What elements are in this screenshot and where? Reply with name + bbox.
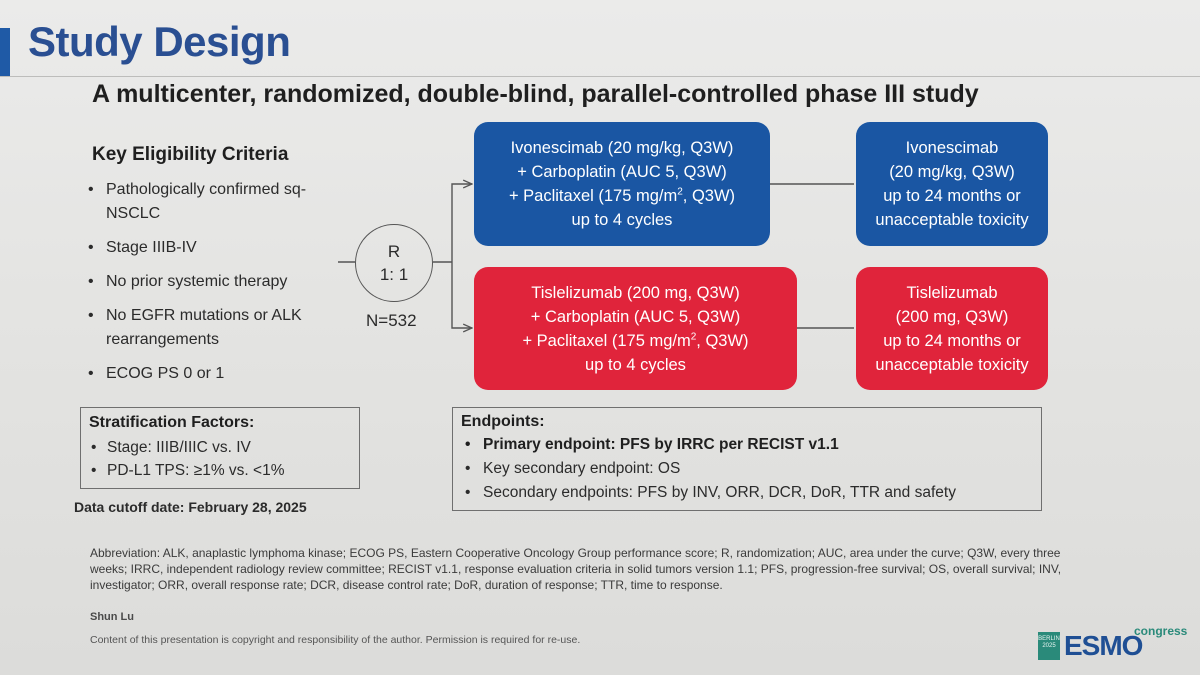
esmo-congress-logo: BERLIN 2025 ESMO congress [1038,624,1187,664]
congress-wordmark: congress [1134,624,1188,638]
eligibility-heading: Key Eligibility Criteria [92,144,289,165]
eligibility-item: • ECOG PS 0 or 1 [86,362,356,386]
sample-size: N=532 [366,311,417,330]
bullet-icon: • [465,460,471,477]
slide-title: Study Design [28,18,291,65]
esmo-wordmark: ESMO [1064,630,1143,661]
key-secondary-endpoint: • Key secondary endpoint: OS [461,457,1033,481]
bullet-icon: • [88,239,94,256]
randomization-ratio: 1: 1 [379,265,409,284]
bullet-icon: • [91,439,97,456]
stratification-box: Stratification Factors: • Stage: IIIB/III… [80,407,360,489]
bullet-icon: • [465,484,471,501]
eligibility-list: • Pathologically confirmed sq-NSCLC • Stag… [86,178,356,396]
endpoints-box: Endpoints: • Primary endpoint: PFS by IRR… [452,407,1042,511]
bullet-icon: • [91,462,97,479]
bullet-icon: • [88,273,94,290]
copyright-notice: Content of this presentation is copyrigh… [90,634,581,646]
eligibility-item: • No prior systemic therapy [86,270,356,294]
endpoints-heading: Endpoints: [461,413,545,430]
eligibility-item: • No EGFR mutations or ALK rearrangements [86,304,356,352]
ivonescimab-maintenance-box: Ivonescimab (20 mg/kg, Q3W) up to 24 mon… [856,122,1048,246]
primary-endpoint: • Primary endpoint: PFS by IRRC per RECIS… [461,433,1033,457]
title-accent-bar [0,28,10,76]
eligibility-item: • Pathologically confirmed sq-NSCLC [86,178,356,226]
stratification-item: • Stage: IIIB/IIIC vs. IV [89,436,351,459]
data-cutoff-date: Data cutoff date: February 28, 2025 [74,499,307,515]
slide-subtitle: A multicenter, randomized, double-blind,… [92,80,979,108]
ivonescimab-induction-box: Ivonescimab (20 mg/kg, Q3W) + Carboplati… [474,122,770,246]
bullet-icon: • [88,365,94,382]
bullet-icon: • [465,436,471,453]
abbreviations: Abbreviation: ALK, anaplastic lymphoma k… [90,546,1062,592]
tislelizumab-induction-box: Tislelizumab (200 mg, Q3W) + Carboplatin… [474,267,797,390]
secondary-endpoints: • Secondary endpoints: PFS by INV, ORR, D… [461,481,1033,505]
bullet-icon: • [88,307,94,324]
arrow-to-tislelizumab-arm [451,262,472,328]
randomization-circle: R 1: 1 [355,224,433,302]
presenter-name: Shun Lu [90,611,134,623]
berlin-2025-badge: BERLIN 2025 [1038,632,1060,660]
arrow-to-ivonescimab-arm [451,184,472,262]
randomization-symbol: R [387,242,401,261]
title-divider [0,76,1200,77]
tislelizumab-maintenance-box: Tislelizumab (200 mg, Q3W) up to 24 mont… [856,267,1048,390]
bullet-icon: • [88,181,94,198]
stratification-item: • PD-L1 TPS: ≥1% vs. <1% [89,459,351,482]
eligibility-item: • Stage IIIB-IV [86,236,356,260]
stratification-heading: Stratification Factors: [89,414,255,431]
